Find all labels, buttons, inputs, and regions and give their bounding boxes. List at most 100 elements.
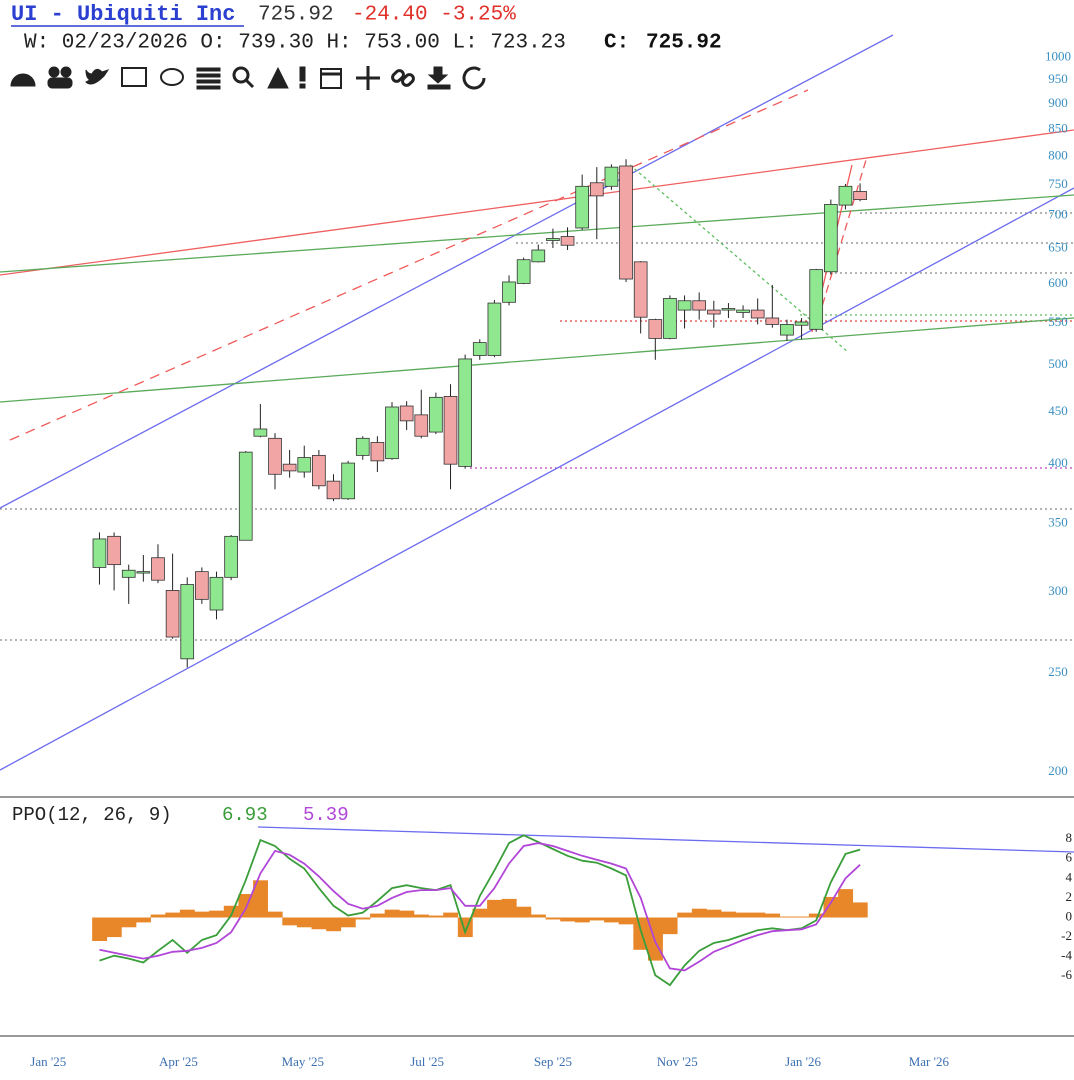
- candle-body: [268, 437, 282, 475]
- candle-body: [677, 300, 692, 311]
- candle-body: [355, 437, 370, 456]
- candle-body: [853, 191, 867, 201]
- icon-move[interactable]: [356, 66, 380, 90]
- candle-body: [706, 309, 721, 315]
- symbol[interactable]: UI - Ubiquiti Inc: [11, 2, 235, 27]
- candle-body: [414, 414, 429, 437]
- icon-search[interactable]: [232, 66, 255, 89]
- histogram-bar: [355, 917, 371, 920]
- histogram-bar: [136, 917, 151, 923]
- candle-body: [253, 428, 268, 437]
- x-tick-label: Apr '25: [159, 1054, 198, 1069]
- trend-line: [0, 129, 1074, 276]
- histogram-bar: [662, 917, 678, 935]
- candle-body: [370, 442, 385, 462]
- histogram-bar: [399, 910, 415, 918]
- change: -24.40 -3.25%: [352, 4, 516, 27]
- candle-body: [165, 590, 180, 638]
- y-tick-label: 0: [1066, 908, 1073, 923]
- candle-body: [429, 396, 443, 433]
- candle-body: [663, 298, 677, 339]
- candle-body: [531, 249, 546, 263]
- candle-body: [838, 185, 853, 206]
- candle-body: [502, 281, 516, 303]
- trend-line: [0, 34, 894, 509]
- toolbar: [10, 66, 486, 90]
- candle-body: [750, 309, 765, 319]
- y-tick-label: -4: [1061, 948, 1072, 963]
- icon-list[interactable]: [196, 67, 221, 90]
- y-tick-label: 350: [1048, 514, 1068, 529]
- histogram-bar: [574, 917, 590, 923]
- icon-comment[interactable]: [160, 68, 184, 86]
- candle-body: [180, 584, 195, 660]
- histogram-bar: [194, 911, 210, 918]
- histogram-bar: [209, 910, 225, 918]
- y-tick-label: 1000: [1045, 48, 1071, 63]
- candle-body: [809, 269, 824, 330]
- histogram-bar: [808, 913, 824, 918]
- histogram-bar: [545, 917, 561, 920]
- trend-lines: [0, 34, 1074, 853]
- histogram-bar: [121, 917, 137, 928]
- histogram-bar: [721, 911, 737, 918]
- histogram-bar: [735, 912, 751, 918]
- candle-body: [589, 182, 604, 197]
- icon-triangle[interactable]: [267, 66, 289, 89]
- y-tick-label: 6: [1066, 850, 1073, 865]
- icon-people[interactable]: [47, 66, 73, 89]
- histogram-bar: [326, 917, 342, 932]
- histogram-bar: [618, 917, 634, 925]
- y-tick-label: 600: [1048, 275, 1068, 290]
- icon-download[interactable]: [427, 66, 451, 90]
- candle-body: [546, 238, 560, 241]
- close-value: 725.92: [646, 32, 722, 55]
- icon-dashboard[interactable]: [10, 73, 36, 87]
- candle-body: [195, 571, 209, 600]
- icon-image[interactable]: [121, 67, 147, 87]
- y-tick-label: 750: [1048, 176, 1068, 191]
- icon-link[interactable]: [391, 69, 415, 87]
- histogram-bar: [384, 909, 400, 918]
- y-tick-label: 550: [1048, 314, 1068, 329]
- histogram-bar: [472, 908, 488, 918]
- trend-line: [0, 194, 1074, 273]
- histogram-bar: [223, 905, 239, 918]
- y-tick-label: 850: [1048, 121, 1068, 136]
- y-tick-label: 4: [1066, 869, 1073, 884]
- y-tick-label: 700: [1048, 207, 1068, 222]
- candle-body: [648, 319, 663, 339]
- y-tick-label: 450: [1048, 403, 1068, 418]
- y-tick-label: 250: [1048, 664, 1068, 679]
- histogram-bar: [765, 913, 780, 918]
- quote: W: 02/23/2026 O: 739.30 H: 753.00 L: 723…: [24, 32, 566, 55]
- candle-body: [121, 569, 136, 578]
- ppo-last-value: 5.39: [303, 804, 349, 826]
- icon-refresh[interactable]: [462, 66, 486, 90]
- icon-twitter[interactable]: [85, 68, 110, 85]
- candle-body: [443, 395, 458, 465]
- y-tick-label: 950: [1048, 71, 1068, 86]
- candle-body: [238, 451, 253, 541]
- candle-body: [765, 317, 780, 325]
- histogram-bar: [370, 913, 385, 918]
- price: 725.92: [258, 4, 334, 27]
- x-tick-label: Jan '26: [785, 1054, 821, 1069]
- candle-body: [326, 480, 341, 500]
- candle-body: [472, 342, 487, 356]
- histogram-bar: [794, 916, 810, 918]
- icon-calendar[interactable]: [320, 68, 342, 89]
- histogram-bar: [823, 896, 839, 918]
- candle-body: [151, 557, 165, 581]
- histogram-bar: [106, 917, 122, 938]
- candle-body: [92, 538, 107, 568]
- candle-body: [297, 457, 312, 473]
- x-tick-label: Mar '26: [909, 1054, 950, 1069]
- candle-body: [619, 165, 633, 280]
- icon-alert[interactable]: [299, 66, 306, 89]
- candle-body: [136, 571, 151, 574]
- histogram-bar: [150, 914, 166, 918]
